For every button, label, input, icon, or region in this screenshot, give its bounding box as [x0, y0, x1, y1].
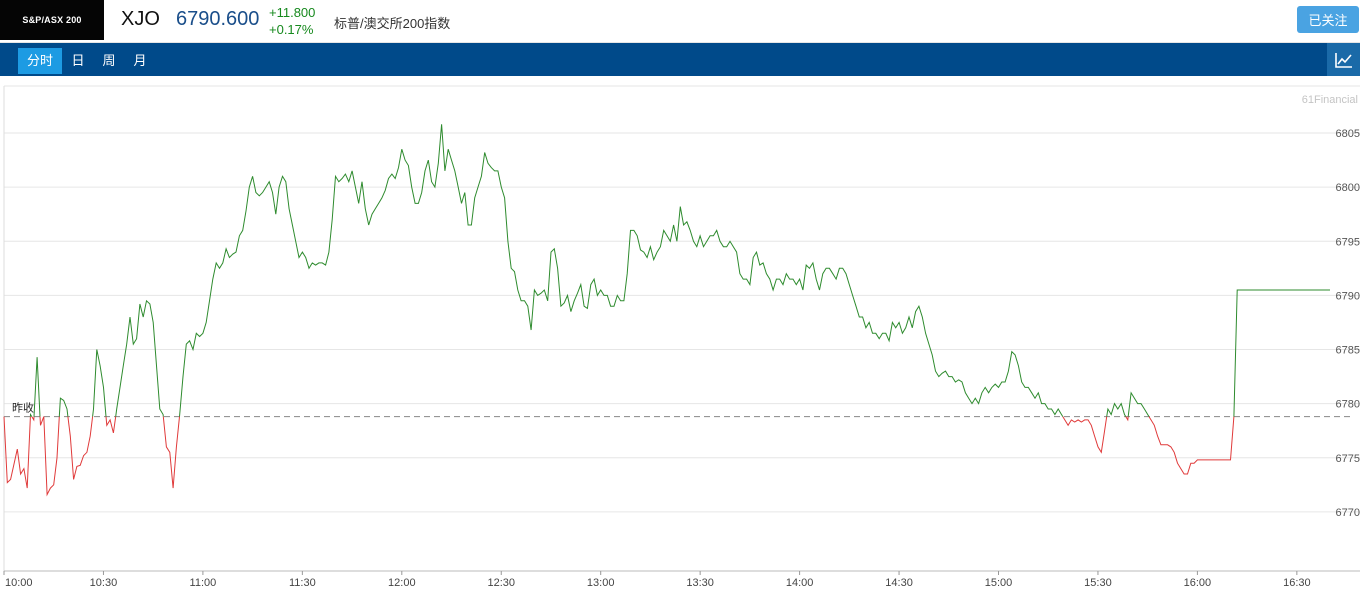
series-line-above: [92, 349, 107, 417]
x-tick-label: 14:30: [885, 577, 913, 589]
tab-month[interactable]: 月: [133, 53, 147, 68]
x-tick-label: 12:00: [388, 577, 416, 589]
price-series: [3, 124, 1330, 497]
x-tick-label: 10:00: [5, 577, 33, 589]
tab-day[interactable]: 日: [71, 53, 85, 68]
series-line-above: [115, 299, 164, 417]
series-line-below: [39, 416, 45, 426]
ticker-symbol: XJO: [121, 8, 160, 30]
y-tick-label: 6775: [1336, 453, 1360, 465]
series-line-below: [67, 416, 94, 480]
y-axis-labels: 6770 6775 6780 6785 6790 6795 6800 6805: [1336, 128, 1360, 519]
y-tick-label: 6790: [1336, 290, 1360, 302]
watermark-label: 61Financial: [1302, 94, 1358, 106]
x-tick-label: 14:00: [786, 577, 814, 589]
y-tick-label: 6805: [1336, 128, 1360, 140]
y-tick-label: 6785: [1336, 345, 1360, 357]
last-price: 6790.600: [176, 8, 260, 30]
x-tick-label: 11:30: [289, 577, 316, 589]
series-line-below: [43, 416, 60, 497]
quote-header: S&P/ASX 200 XJO 6790.600 +11.800 +0.17% …: [0, 0, 1360, 43]
series-line-above: [1106, 402, 1127, 417]
y-tick-label: 6795: [1336, 236, 1360, 248]
series-line-below: [1062, 416, 1108, 454]
x-tick-label: 13:00: [587, 577, 615, 589]
series-line-above: [58, 397, 69, 417]
period-tab-bar: 分时 日 周 月: [0, 43, 1360, 76]
x-tick-label: 13:30: [686, 577, 714, 589]
chart-grid: [3, 85, 1360, 571]
series-line-below: [162, 416, 180, 489]
series-line-above: [1233, 289, 1330, 417]
follow-button[interactable]: 已关注: [1297, 6, 1359, 33]
series-line-below: [1125, 416, 1129, 422]
series-line-above: [1127, 391, 1150, 417]
series-line-above: [179, 124, 1064, 417]
tab-intraday[interactable]: 分时: [18, 48, 62, 74]
series-line-below: [3, 416, 31, 489]
x-tick-label: 11:00: [190, 577, 217, 589]
change-absolute: +11.800: [269, 5, 316, 20]
x-tick-label: 10:30: [90, 577, 118, 589]
index-name: 标普/澳交所200指数: [334, 16, 451, 31]
x-tick-label: 15:30: [1084, 577, 1112, 589]
x-axis: 10:00 10:30 11:00 11:30 12:00 12:30 13:00 13:30…: [3, 570, 1360, 589]
y-tick-label: 6800: [1336, 182, 1360, 194]
y-tick-label: 6780: [1336, 399, 1360, 411]
tab-week[interactable]: 周: [102, 53, 116, 68]
line-chart-icon: [1334, 52, 1352, 68]
series-line-below: [105, 416, 117, 434]
x-tick-label: 15:00: [985, 577, 1013, 589]
series-line-above: [29, 412, 33, 417]
series-line-below: [31, 416, 35, 422]
chart-type-button[interactable]: [1327, 43, 1360, 76]
prev-close-label: 昨收: [12, 401, 34, 415]
price-change: +11.800 +0.17%: [269, 4, 315, 38]
y-tick-label: 6770: [1336, 507, 1360, 519]
index-logo: S&P/ASX 200: [0, 0, 104, 40]
x-tick-label: 12:30: [487, 577, 515, 589]
x-tick-label: 16:30: [1283, 577, 1311, 589]
series-line-below: [1148, 416, 1235, 475]
change-percent: +0.17%: [269, 22, 314, 37]
series-line-above: [33, 357, 41, 417]
x-tick-label: 16:00: [1184, 577, 1212, 589]
